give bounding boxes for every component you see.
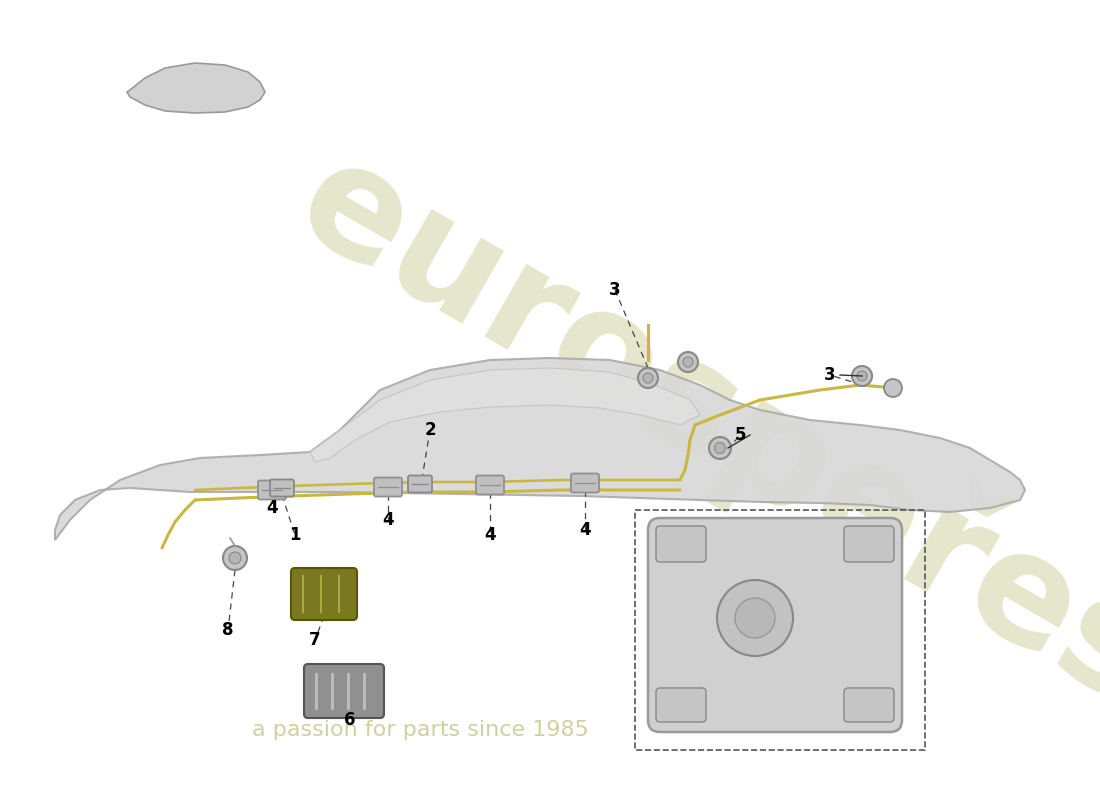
Text: 4: 4 — [266, 499, 278, 517]
FancyBboxPatch shape — [648, 518, 902, 732]
Circle shape — [229, 552, 241, 564]
Polygon shape — [126, 63, 265, 113]
FancyBboxPatch shape — [844, 526, 894, 562]
Text: 4: 4 — [580, 521, 591, 539]
Text: 2: 2 — [425, 421, 436, 439]
Polygon shape — [55, 358, 1025, 540]
Text: 3: 3 — [609, 281, 620, 299]
FancyBboxPatch shape — [258, 481, 286, 499]
FancyBboxPatch shape — [476, 475, 504, 494]
Circle shape — [644, 373, 653, 383]
FancyBboxPatch shape — [656, 526, 706, 562]
FancyBboxPatch shape — [270, 479, 294, 497]
Text: 1: 1 — [289, 526, 300, 544]
FancyBboxPatch shape — [844, 688, 894, 722]
Circle shape — [735, 598, 776, 638]
Text: 3: 3 — [824, 366, 836, 384]
Polygon shape — [310, 368, 700, 462]
Circle shape — [683, 357, 693, 367]
FancyBboxPatch shape — [374, 478, 401, 497]
Circle shape — [715, 442, 726, 454]
Text: 8: 8 — [222, 621, 233, 639]
FancyBboxPatch shape — [408, 475, 432, 493]
Circle shape — [717, 580, 793, 656]
Text: a passion for parts since 1985: a passion for parts since 1985 — [252, 720, 589, 740]
Circle shape — [223, 546, 248, 570]
Text: 4: 4 — [484, 526, 496, 544]
Text: eurospeřes: eurospeřes — [273, 122, 1100, 738]
Circle shape — [884, 379, 902, 397]
Circle shape — [710, 437, 732, 459]
Bar — [635, 510, 925, 750]
Circle shape — [678, 352, 698, 372]
FancyBboxPatch shape — [292, 568, 358, 620]
Text: 7: 7 — [309, 631, 321, 649]
Circle shape — [852, 366, 872, 386]
FancyBboxPatch shape — [571, 474, 600, 493]
Circle shape — [857, 371, 867, 381]
Text: 4: 4 — [382, 511, 394, 529]
Text: 6: 6 — [344, 711, 355, 729]
Text: 5: 5 — [735, 426, 746, 444]
Circle shape — [638, 368, 658, 388]
FancyBboxPatch shape — [304, 664, 384, 718]
FancyBboxPatch shape — [656, 688, 706, 722]
